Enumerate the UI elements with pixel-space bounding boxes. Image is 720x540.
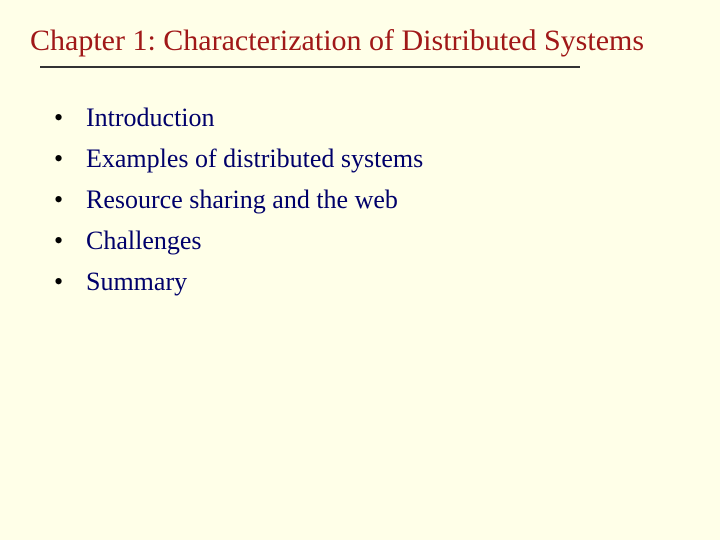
title-divider — [40, 66, 580, 68]
bullet-list: • Introduction • Examples of distributed… — [30, 100, 690, 299]
list-item: • Summary — [54, 264, 690, 299]
list-item: • Examples of distributed systems — [54, 141, 690, 176]
list-item: • Challenges — [54, 223, 690, 258]
list-item: • Introduction — [54, 100, 690, 135]
slide-title: Chapter 1: Characterization of Distribut… — [30, 22, 690, 60]
bullet-text: Summary — [86, 264, 187, 299]
bullet-text: Resource sharing and the web — [86, 182, 398, 217]
bullet-icon: • — [54, 226, 86, 256]
bullet-text: Challenges — [86, 223, 202, 258]
bullet-text: Introduction — [86, 100, 215, 135]
bullet-icon: • — [54, 103, 86, 133]
bullet-icon: • — [54, 185, 86, 215]
list-item: • Resource sharing and the web — [54, 182, 690, 217]
bullet-icon: • — [54, 144, 86, 174]
bullet-text: Examples of distributed systems — [86, 141, 423, 176]
bullet-icon: • — [54, 267, 86, 297]
slide-container: Chapter 1: Characterization of Distribut… — [0, 0, 720, 540]
